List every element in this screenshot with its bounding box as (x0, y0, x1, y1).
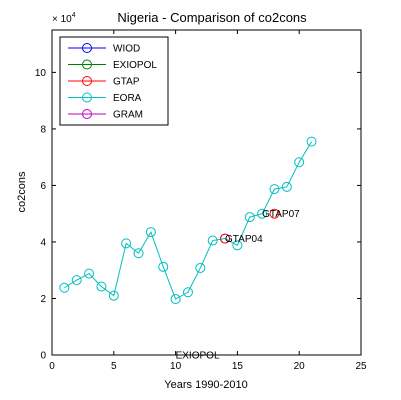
legend-label: EXIOPOL (113, 60, 157, 71)
legend-marker (82, 76, 92, 86)
annotation-label: EXIOPOL (176, 351, 220, 362)
series-line (64, 141, 312, 300)
data-point (257, 208, 268, 219)
y-axis-label: co2cons (16, 171, 28, 212)
legend-item: EXIOPOL (68, 59, 157, 71)
annotation-layer: GTAP04 GTAP07 EXIOPOL (176, 209, 301, 361)
y-exponent-power: 4 (72, 12, 76, 19)
legend-marker (82, 109, 92, 119)
x-axis-label: Years 1990-2010 (164, 379, 247, 391)
data-point (195, 262, 206, 273)
legend-marker (82, 92, 92, 103)
y-exponent-base: × 10 (52, 14, 72, 25)
data-point (281, 181, 292, 192)
legend-item: GRAM (68, 109, 143, 121)
x-tick-label: 0 (49, 361, 55, 372)
series-layer (59, 136, 317, 305)
y-tick-label: 4 (40, 237, 46, 248)
legend-label: GTAP (113, 77, 140, 88)
data-point (220, 233, 231, 244)
data-point (96, 281, 107, 292)
x-tick-label: 15 (232, 361, 244, 372)
x-tick-label: 5 (111, 361, 117, 372)
svg-text:× 104: × 104 (52, 12, 76, 25)
y-tick-label: 6 (40, 181, 46, 192)
data-point (244, 212, 255, 223)
data-point (59, 282, 70, 293)
legend-label: GRAM (113, 110, 143, 121)
axis-ticks: 0 5 10 15 20 25 0 2 4 6 8 10 (35, 30, 367, 372)
x-tick-label: 20 (294, 361, 306, 372)
legend-marker (82, 43, 92, 53)
series-gtap (220, 208, 280, 244)
data-point (306, 136, 317, 147)
data-point (182, 287, 193, 298)
data-point (145, 227, 156, 238)
x-tick-label: 25 (355, 361, 367, 372)
y-exponent-label: × 104 (52, 12, 76, 25)
y-tick-label: 2 (40, 294, 46, 305)
data-point (121, 238, 132, 249)
annotation-label: GTAP07 (262, 209, 300, 220)
legend-marker (82, 59, 92, 70)
y-tick-label: 0 (40, 351, 46, 362)
data-point (294, 157, 305, 168)
data-point (158, 261, 169, 272)
legend: WIOD EXIOPOL GTAP EORA GRAM (59, 36, 169, 126)
data-point (84, 268, 95, 279)
data-point (232, 240, 243, 251)
legend-item: WIOD (68, 43, 140, 55)
data-point (108, 290, 119, 301)
legend-item: EORA (68, 92, 142, 104)
data-point (207, 235, 218, 246)
data-point (71, 275, 82, 286)
legend-label: EORA (113, 93, 142, 104)
legend-label: WIOD (113, 44, 140, 55)
y-tick-label: 10 (35, 68, 47, 79)
annotation-label: GTAP04 (225, 234, 263, 245)
series-eora (59, 136, 317, 305)
y-tick-label: 8 (40, 124, 46, 135)
data-point (170, 294, 181, 305)
chart-title: Nigeria - Comparison of co2cons (117, 10, 307, 25)
data-point (133, 248, 144, 259)
x-tick-label: 10 (170, 361, 182, 372)
data-point (269, 208, 280, 219)
data-point (269, 184, 280, 195)
legend-item: GTAP (68, 76, 140, 88)
